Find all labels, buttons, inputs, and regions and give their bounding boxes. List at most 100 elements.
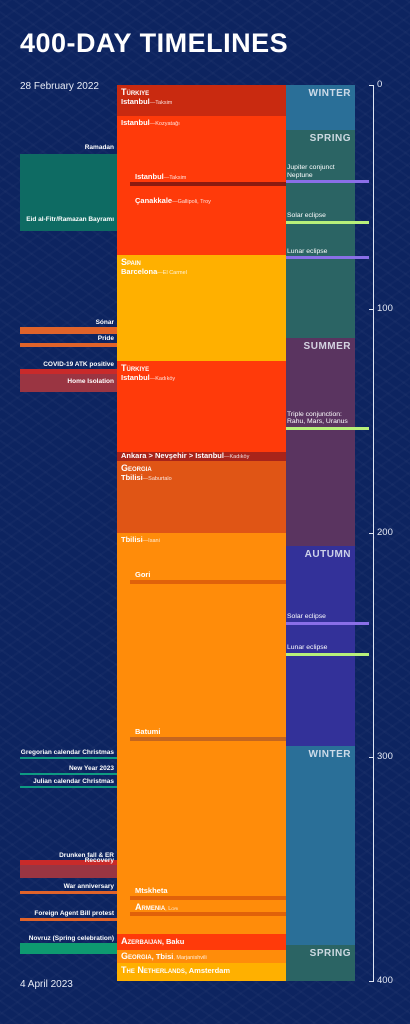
season-label: SUMMER: [303, 341, 351, 353]
astro-event-line: [286, 652, 369, 656]
season-label: WINTER: [308, 748, 351, 760]
sub-location-label: Çanakkale—Gallipoli, Troy: [135, 196, 211, 205]
city-name: Amsterdam: [188, 966, 230, 976]
city-name: Istanbul: [121, 118, 150, 128]
season-band: SUMMER: [286, 338, 355, 547]
separator: —: [149, 375, 156, 382]
place-name: Isani: [148, 538, 160, 544]
city-name: Istanbul: [121, 97, 150, 106]
sub-location-line: [130, 181, 286, 186]
separator: —: [142, 476, 149, 483]
astro-event-label: Lunar eclipse: [287, 247, 328, 255]
season-label: SPRING: [309, 948, 351, 960]
city-name: Barcelona: [121, 267, 158, 277]
event-label: Sónar: [95, 318, 114, 326]
event-label: Home Isolation: [67, 377, 114, 385]
country-name: Spain: [121, 257, 141, 268]
y-axis-tick-label: 100: [377, 303, 393, 314]
separator: ,: [165, 905, 169, 912]
separator: —: [142, 538, 149, 544]
y-axis-tick: [369, 533, 374, 534]
city-name: Istanbul: [135, 171, 164, 181]
event-bar: Ramadan: [20, 144, 117, 231]
place-name: Saburtalo: [148, 476, 172, 483]
city-name: Mtskheta: [135, 886, 168, 896]
sub-location-label: Mtskheta: [135, 886, 168, 895]
season-label: AUTUMN: [304, 549, 351, 561]
city-name: Batumi: [135, 727, 161, 737]
astro-event-line: [286, 220, 369, 224]
season-band: SPRING: [286, 129, 355, 339]
city-name: Armenia: [135, 901, 166, 912]
season-band: SPRING: [286, 945, 355, 981]
season-band: AUTUMN: [286, 546, 355, 746]
city-name: Tbilisi: [121, 535, 143, 544]
location-name: Istanbul—Kozyatağı: [121, 118, 282, 127]
separator: —: [223, 454, 230, 461]
event-bar: War anniversary: [20, 883, 117, 894]
event-label: Ramadan: [84, 144, 114, 152]
event-bar: Julian calendar Christmas: [20, 778, 117, 789]
y-axis-tick: [369, 309, 374, 310]
event-bar: Home Isolation: [20, 373, 117, 392]
event-label: Pride: [97, 334, 114, 342]
location-city-line: Istanbul—Taksim: [121, 97, 282, 106]
event-bar: COVID-19 ATK positive: [20, 361, 117, 374]
event-label: Novruz (Spring celebration): [28, 934, 114, 942]
location-name: Türkiye: [121, 87, 282, 97]
location-block: Türkiye Istanbul—Taksim: [117, 85, 286, 117]
sub-location-label: Gori: [135, 570, 150, 579]
sub-location-label: Batumi: [135, 727, 160, 736]
place-name: Kozyatağı: [155, 121, 180, 128]
place-name: Lori: [168, 905, 179, 912]
country-name: Georgia: [121, 463, 152, 474]
location-name: Georgia: [121, 463, 282, 473]
separator: —: [157, 270, 163, 277]
astro-event-line: [286, 180, 369, 184]
sub-location-line: [130, 911, 286, 916]
separator: —: [172, 198, 178, 205]
sub-location-line: [130, 896, 286, 901]
astro-event-label: Jupiter conjunct Neptune: [287, 164, 335, 179]
separator: ,: [173, 954, 177, 961]
location-block: Istanbul—Kozyatağı: [117, 116, 286, 256]
place-name: Taksim: [155, 100, 173, 106]
separator: ,: [161, 936, 167, 946]
country-name: Türkiye: [121, 87, 150, 97]
y-axis-tick: [369, 981, 374, 982]
separator: —: [163, 174, 170, 181]
y-axis-tick: [369, 757, 374, 758]
season-band: WINTER: [286, 745, 355, 946]
place-name: Gallipoli, Troy: [177, 198, 211, 205]
place-name: El Carmel: [162, 270, 187, 277]
city-name: Baku: [166, 936, 185, 946]
astro-event-label: Solar eclipse: [287, 212, 326, 220]
astro-event-label: Lunar eclipse: [287, 644, 328, 652]
event-label: COVID-19 ATK positive: [43, 361, 114, 369]
event-bar: Pride: [20, 335, 117, 348]
location-block: The Netherlands, Amsterdam: [117, 963, 286, 981]
astro-event-label: Solar eclipse: [287, 613, 326, 621]
location-name: Spain: [121, 257, 282, 267]
location-city-line: Tbilisi—Saburtalo: [121, 473, 282, 482]
separator: —: [149, 100, 156, 106]
city-name: Ankara > Nevşehir > Istanbul: [121, 452, 224, 461]
y-axis-tick: [369, 85, 374, 86]
astro-event-label: Triple conjunction: Rahu, Mars, Uranus: [287, 410, 348, 426]
event-label: Recovery: [84, 856, 114, 864]
separator: —: [149, 121, 156, 128]
sub-location-line: [130, 580, 286, 585]
event-bar: New Year 2023: [20, 765, 117, 775]
event-label: Julian calendar Christmas: [33, 778, 114, 786]
location-block: Tbilisi—Isani: [117, 533, 286, 934]
city-name: Tbisi: [155, 951, 174, 961]
country-name: The Netherlands: [121, 965, 185, 976]
city-name: Gori: [135, 570, 151, 580]
y-axis-tick-label: 400: [377, 975, 393, 986]
event-bar: Novruz (Spring celebration): [20, 935, 117, 955]
event-bar: Drunken fall & ER: [20, 852, 117, 865]
event-bar: Gregorian calendar Christmas: [20, 749, 117, 760]
country-name: Azerbaijan: [121, 935, 162, 946]
sub-location-label: Armenia, Lori: [135, 902, 178, 912]
location-name: Ankara > Nevşehir > Istanbul—Kadıköy: [121, 452, 282, 461]
